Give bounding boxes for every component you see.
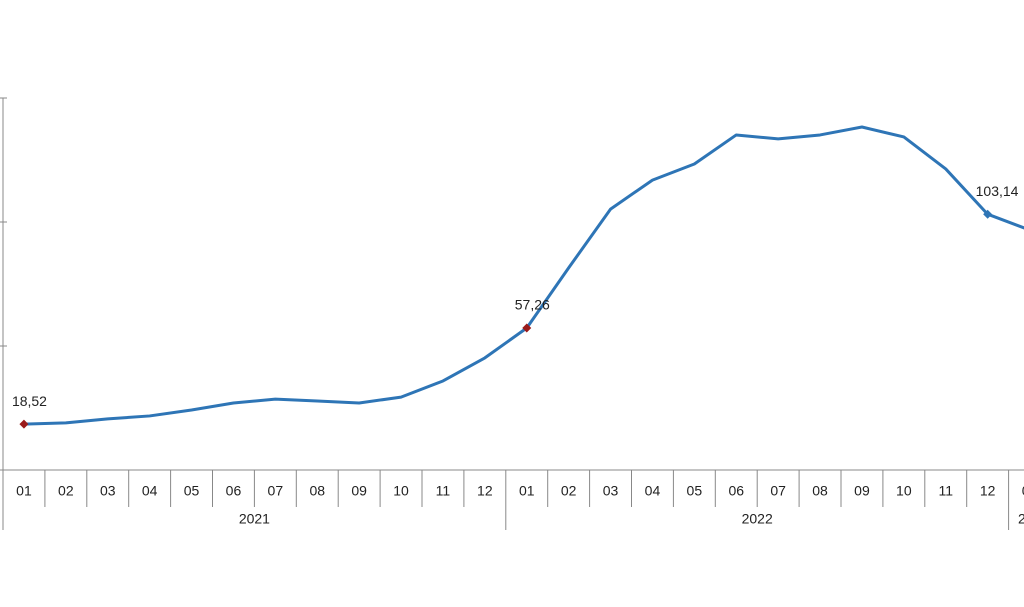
data-label: 57,26	[515, 297, 550, 313]
x-tick-label: 07	[268, 483, 284, 499]
x-tick-label: 02	[561, 483, 577, 499]
point-marker	[983, 209, 993, 219]
data-label: 103,14	[976, 183, 1019, 199]
line	[23, 125, 1024, 426]
point-marker	[19, 419, 29, 429]
x-tick-label: 04	[142, 483, 158, 499]
x-tick-label: 10	[896, 483, 912, 499]
year-label: 2021	[239, 511, 270, 527]
x-tick-label: 05	[184, 483, 200, 499]
x-tick-label: 01	[1022, 483, 1024, 499]
x-tick-label: 05	[687, 483, 703, 499]
year-label: 2022	[742, 511, 773, 527]
x-tick-label: 06	[728, 483, 744, 499]
x-tick-label: 02	[58, 483, 74, 499]
x-tick-label: 01	[16, 483, 32, 499]
x-tick-label: 07	[770, 483, 786, 499]
point-marker	[522, 323, 532, 333]
x-tick-label: 04	[645, 483, 661, 499]
x-tick-label: 11	[938, 483, 953, 499]
x-tick-label: 01	[519, 483, 535, 499]
x-tick-label: 11	[436, 483, 451, 499]
data-label: 18,52	[12, 393, 47, 409]
x-tick-label: 10	[393, 483, 409, 499]
x-tick-label: 12	[477, 483, 493, 499]
x-tick-label: 09	[854, 483, 870, 499]
x-tick-label: 03	[100, 483, 116, 499]
x-tick-label: 09	[351, 483, 367, 499]
year-label: 2023	[1018, 511, 1024, 527]
x-tick-label: 03	[603, 483, 619, 499]
x-tick-label: 08	[309, 483, 325, 499]
x-tick-label: 08	[812, 483, 828, 499]
x-tick-label: 12	[980, 483, 996, 499]
x-tick-label: 06	[226, 483, 242, 499]
